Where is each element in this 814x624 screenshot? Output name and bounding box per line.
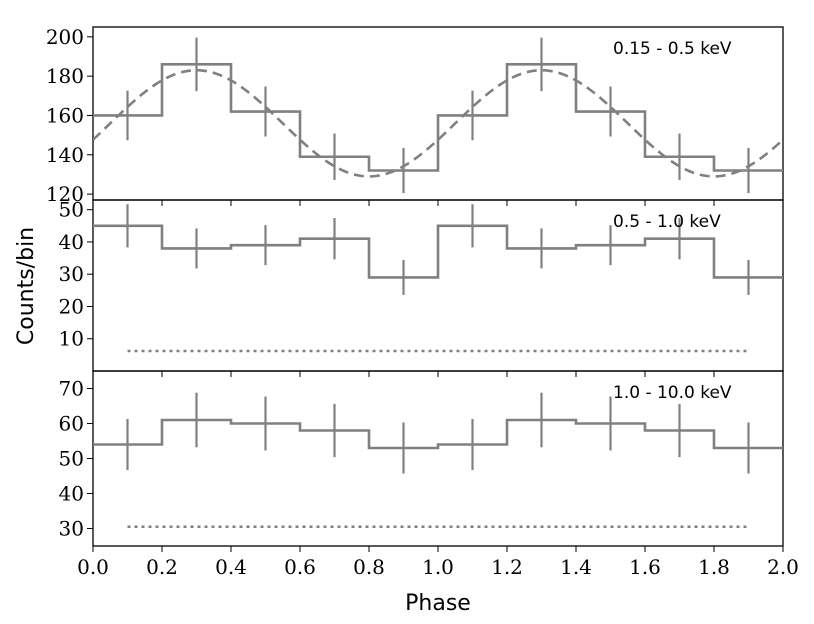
panel1-band-label: 0.15 - 0.5 keV xyxy=(613,39,732,59)
panel2-band-label: 0.5 - 1.0 keV xyxy=(613,212,721,232)
x-tick-label: 1.8 xyxy=(698,555,730,579)
y-axis-label: Counts/bin xyxy=(14,227,39,345)
panel3-band-label: 1.0 - 10.0 keV xyxy=(613,383,732,403)
x-tick-label: 2.0 xyxy=(767,555,799,579)
panel3-y-tick-label: 60 xyxy=(59,412,84,436)
panel2-y-tick-label: 50 xyxy=(59,198,84,222)
x-tick-label: 0.6 xyxy=(284,555,316,579)
panel1-y-tick-label: 160 xyxy=(46,103,84,127)
panel3-y-tick-label: 50 xyxy=(59,447,84,471)
panel2-y-tick-label: 40 xyxy=(59,230,84,254)
x-tick-label: 0.4 xyxy=(215,555,247,579)
panel3-y-tick-label: 40 xyxy=(59,482,84,506)
panel1-y-tick-label: 180 xyxy=(46,64,84,88)
x-tick-label: 1.2 xyxy=(491,555,523,579)
panel2-y-tick-label: 30 xyxy=(59,262,84,286)
panel3-step-line xyxy=(93,418,783,450)
x-tick-label: 1.0 xyxy=(422,555,454,579)
panel1-y-tick-label: 140 xyxy=(46,143,84,167)
x-tick-label: 0.2 xyxy=(146,555,178,579)
panel2-y-tick-label: 10 xyxy=(59,327,84,351)
x-tick-label: 1.6 xyxy=(629,555,661,579)
panel3-y-tick-label: 70 xyxy=(59,377,84,401)
x-tick-label: 1.4 xyxy=(560,555,592,579)
panel3-y-tick-label: 30 xyxy=(59,517,84,541)
x-tick-label: 0.8 xyxy=(353,555,385,579)
panel1-y-tick-label: 200 xyxy=(46,25,84,49)
panel1-step-line xyxy=(93,63,783,172)
panel2-step-line xyxy=(93,224,783,279)
panel1-y-tick-label: 120 xyxy=(46,182,84,206)
x-tick-label: 0.0 xyxy=(77,555,109,579)
panel2-y-tick-label: 20 xyxy=(59,294,84,318)
x-axis-label: Phase xyxy=(405,591,471,616)
